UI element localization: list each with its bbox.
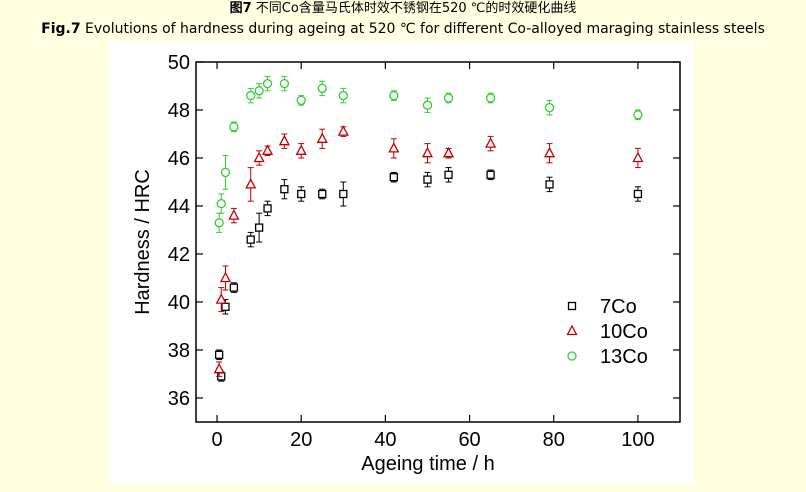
- data-point: [295, 144, 307, 155]
- legend-label: 10Co: [600, 321, 648, 343]
- y-tick-label: 36: [168, 388, 190, 410]
- data-point: [444, 170, 453, 179]
- data-point: [280, 185, 289, 194]
- data-point: [221, 302, 230, 311]
- data-point: [543, 146, 556, 158]
- data-point: [422, 100, 433, 110]
- y-tick-label: 48: [168, 100, 190, 122]
- series-10Co: [213, 125, 644, 377]
- data-point: [253, 151, 265, 163]
- x-tick-label: 80: [543, 429, 565, 451]
- x-tick-label: 40: [374, 429, 396, 451]
- series-13Co: [214, 75, 643, 233]
- hardness-chart: 0 20 40 60 80 100 36 38 40 42 44 46 48 50 Ageing time …: [132, 52, 681, 475]
- data-point: [485, 137, 497, 148]
- data-point: [263, 204, 272, 213]
- data-point: [215, 293, 227, 304]
- x-tick-label: 20: [290, 429, 312, 451]
- legend-label: 7Co: [600, 296, 637, 318]
- data-point: [337, 125, 349, 136]
- y-tick-label: 50: [168, 52, 190, 74]
- data-point: [254, 223, 264, 232]
- x-axis-label: Ageing time / h: [361, 453, 494, 475]
- data-point: [261, 144, 274, 155]
- data-point: [220, 167, 231, 178]
- data-point: [316, 132, 328, 143]
- data-point: [544, 102, 555, 113]
- data-point: [423, 175, 432, 184]
- caption-en-prefix: Fig.7: [41, 21, 81, 37]
- data-point: [633, 110, 643, 120]
- series-7Co: [214, 167, 643, 382]
- figure-caption-english: Fig.7 Evolutions of hardness during agei…: [0, 19, 806, 39]
- legend-label: 13Co: [600, 346, 648, 368]
- legend-marker: [566, 324, 578, 336]
- data-point: [219, 271, 232, 283]
- legend-marker: [567, 301, 577, 311]
- x-tick-label: 100: [621, 429, 654, 451]
- y-tick-label: 38: [168, 340, 190, 362]
- legend: 7Co 10Co 13Co: [566, 296, 648, 368]
- y-tick-label: 46: [168, 148, 190, 170]
- chart-panel: 0 20 40 60 80 100 36 38 40 42 44 46 48 50 Ageing time …: [108, 41, 694, 483]
- caption-cn-prefix: 图7: [229, 1, 252, 16]
- data-point: [338, 90, 348, 101]
- y-axis-label: Hardness / HRC: [132, 169, 154, 315]
- data-point: [486, 170, 495, 179]
- data-point: [278, 134, 290, 146]
- legend-marker: [567, 351, 577, 361]
- figure-caption-chinese: 图7 不同Co含量马氏体时效不锈钢在520 ℃的时效硬化曲线: [0, 0, 806, 18]
- data-point: [297, 189, 306, 199]
- data-point: [213, 362, 225, 374]
- data-point: [389, 173, 398, 182]
- data-point: [246, 90, 256, 101]
- data-point: [317, 83, 327, 94]
- data-point: [229, 283, 239, 292]
- data-point: [228, 209, 240, 220]
- data-point: [318, 189, 327, 199]
- data-point: [443, 93, 454, 103]
- plot-frame: [195, 61, 681, 423]
- data-point: [279, 78, 290, 89]
- data-point: [389, 90, 399, 101]
- data-point: [421, 146, 434, 158]
- data-point: [442, 146, 455, 158]
- data-point: [245, 178, 257, 189]
- caption-en-text: Evolutions of hardness during ageing at …: [80, 21, 765, 37]
- data-point: [262, 78, 273, 89]
- data-point: [632, 151, 644, 163]
- data-point: [214, 218, 224, 228]
- caption-cn-text: 不同Co含量马氏体时效不锈钢在520 ℃的时效硬化曲线: [251, 1, 577, 16]
- x-tick-label: 0: [211, 429, 222, 451]
- data-point: [388, 142, 400, 153]
- data-point: [216, 198, 226, 209]
- y-tick-label: 44: [168, 196, 190, 218]
- y-tick-label: 40: [168, 292, 190, 314]
- x-tick-label: 60: [458, 429, 480, 451]
- data-point: [296, 95, 306, 106]
- data-point: [485, 93, 496, 103]
- data-point: [214, 350, 224, 359]
- data-point: [254, 86, 264, 96]
- data-point: [339, 189, 348, 199]
- data-point: [246, 235, 255, 244]
- data-point: [545, 180, 554, 189]
- data-point: [229, 122, 239, 132]
- data-point: [633, 189, 643, 199]
- y-tick-label: 42: [168, 244, 190, 266]
